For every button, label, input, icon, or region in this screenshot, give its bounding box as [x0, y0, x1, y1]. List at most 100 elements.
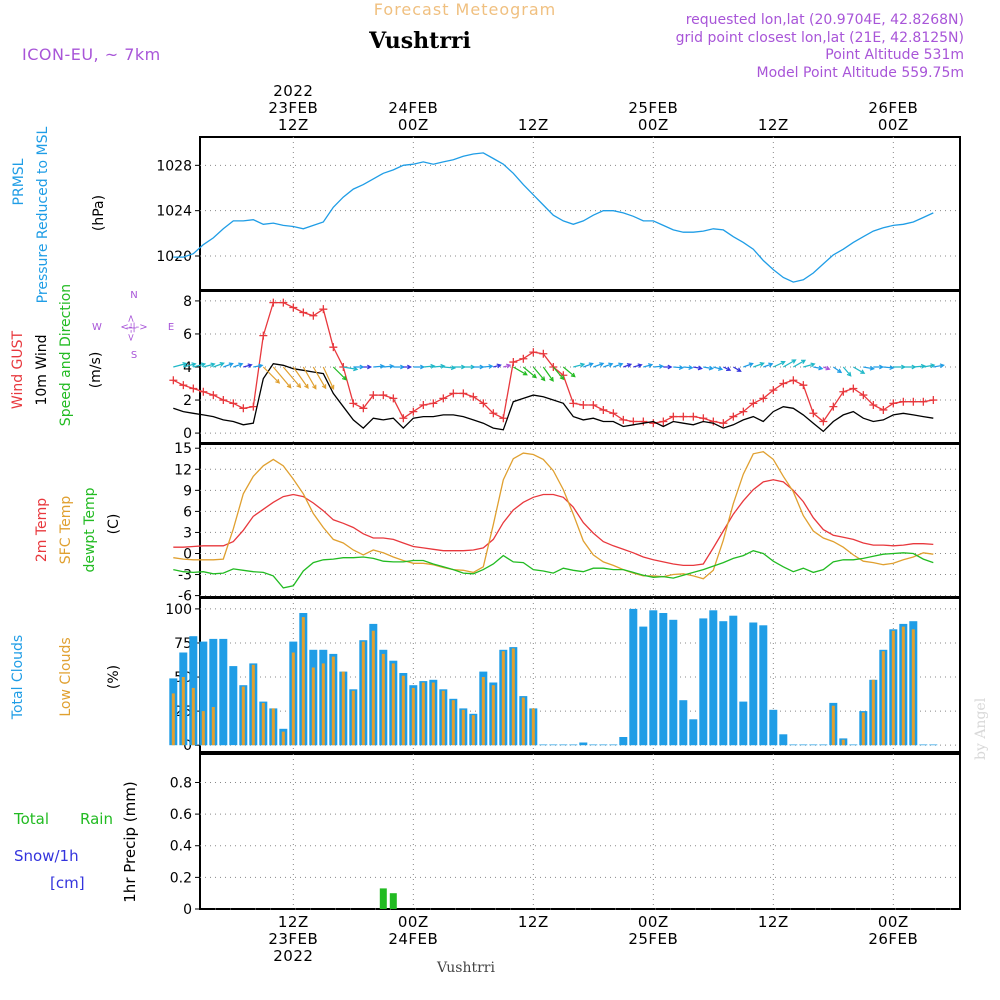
total-clouds-bar: [719, 621, 728, 746]
low-clouds-bar: [881, 651, 885, 746]
wind-direction-arrow: [173, 362, 188, 368]
bottom-time-label: 24FEB: [388, 930, 438, 948]
low-clouds-bar: [381, 653, 385, 746]
watermark: by Angel: [973, 697, 989, 760]
low-clouds-bar: [501, 651, 505, 746]
gust-marker: [459, 389, 468, 398]
gust-marker: [499, 414, 508, 423]
total-clouds-bar: [739, 701, 748, 746]
bottom-time-label: 2022: [273, 947, 313, 965]
total-clouds-bar: [229, 666, 238, 746]
low-clouds-bar: [521, 697, 525, 746]
low-clouds-bar: [271, 708, 275, 746]
gust-marker: [369, 391, 378, 400]
precipitation-frame: [199, 753, 961, 910]
wind-wind-gust-line: [173, 301, 934, 424]
wind-direction-arrow: [443, 365, 457, 371]
wind-direction-arrow: [413, 364, 426, 370]
wind-direction-arrow: [463, 364, 476, 370]
clouds-ytick-label: 75: [174, 636, 192, 652]
gust-marker: [659, 417, 668, 426]
temperature-ytick-label: 12: [174, 462, 192, 478]
low-clouds-bar: [911, 629, 915, 746]
wind-direction-arrow: [473, 364, 485, 370]
wind-direction-arrow: [433, 363, 446, 369]
bottom-time-label: 25FEB: [628, 930, 678, 948]
low-clouds-bar: [301, 617, 305, 746]
total-clouds-bar: [599, 744, 608, 746]
clouds-unit: (%): [106, 665, 122, 689]
gust-marker: [189, 384, 198, 393]
total-clouds-bar: [679, 700, 688, 746]
gust-marker: [299, 308, 308, 317]
wind-direction-arrow: [423, 363, 436, 369]
gust-marker: [569, 399, 578, 408]
total-clouds-bar: [569, 744, 578, 746]
gust-marker: [179, 381, 188, 390]
wind-direction-arrow: [703, 365, 714, 371]
wind-direction-arrow: [193, 362, 207, 368]
gust-marker: [689, 412, 698, 421]
gust-marker: [749, 399, 758, 408]
wind-direction-arrow: [732, 366, 742, 372]
wind-direction-arrow: [823, 365, 831, 371]
gust-marker: [799, 381, 808, 390]
wind-direction-arrow: [583, 362, 594, 368]
low-clouds-bar: [171, 693, 175, 746]
total-clouds-label: Total Clouds: [10, 635, 26, 720]
temperature-ytick-label: 3: [183, 525, 192, 541]
temp-dewpt-label: dewpt Temp: [82, 487, 98, 572]
gust-marker: [619, 415, 628, 424]
wind-direction-arrow: [343, 366, 359, 372]
wind-direction-arrow: [842, 366, 852, 377]
temperature-ytick-label: -3: [178, 568, 192, 584]
total-clouds-bar: [819, 744, 828, 746]
total-clouds-bar: [759, 625, 768, 746]
gust-marker: [399, 414, 408, 423]
gust-marker: [509, 358, 518, 367]
low-clouds-bar: [831, 705, 835, 746]
model-point-altitude: Model Point Altitude 559.75m: [757, 65, 964, 81]
top-time-label: 00Z: [878, 116, 909, 134]
wind-ytick-label: 8: [183, 294, 192, 310]
bottom-time-label: 00Z: [878, 913, 909, 931]
gust-marker: [229, 399, 238, 408]
gust-marker: [759, 394, 768, 403]
precipitation-panel: 0 0.2 0.4 0.6 0.8: [170, 753, 961, 918]
gust-marker: [709, 417, 718, 426]
precip-snow-label: Snow/1h: [14, 847, 79, 865]
low-clouds-bar: [311, 667, 315, 746]
wind-10m-label: 10m Wind: [34, 334, 50, 405]
total-clouds-bar: [219, 638, 228, 746]
wind-direction-arrow: [763, 362, 774, 368]
wind-direction-arrow: [863, 365, 875, 371]
total-clouds-bar: [729, 615, 738, 746]
low-clouds-bar: [441, 690, 445, 746]
low-clouds-bar: [351, 690, 355, 746]
total-clouds-bar: [659, 613, 668, 746]
top-time-label: 25FEB: [628, 99, 678, 117]
wind-direction-arrow: [663, 364, 673, 370]
wind-panel: 0 2 4 6 8: [169, 290, 961, 444]
temperature-ytick-label: 0: [183, 546, 192, 562]
total-clouds-bar: [689, 719, 698, 746]
top-time-label: 00Z: [398, 116, 429, 134]
pressure-ytick-label: 1024: [156, 204, 192, 220]
low-clouds-bar: [431, 682, 435, 746]
wind-direction-arrow: [243, 363, 253, 369]
gust-marker: [489, 409, 498, 418]
low-clouds-bar: [461, 709, 465, 746]
temp-sfc-label: SFC Temp: [58, 496, 74, 565]
low-clouds-bar: [371, 630, 375, 746]
total-clouds-bar: [769, 709, 778, 746]
wind-direction-arrow: [262, 366, 281, 384]
top-time-label: 24FEB: [388, 99, 438, 117]
low-clouds-bar: [841, 739, 845, 746]
wind-direction-arrow: [363, 364, 373, 370]
wind-gust-label: Wind GUST: [10, 330, 26, 409]
wind-direction-arrow: [503, 363, 512, 369]
gust-marker: [539, 349, 548, 358]
wind-direction-arrow: [573, 362, 586, 368]
